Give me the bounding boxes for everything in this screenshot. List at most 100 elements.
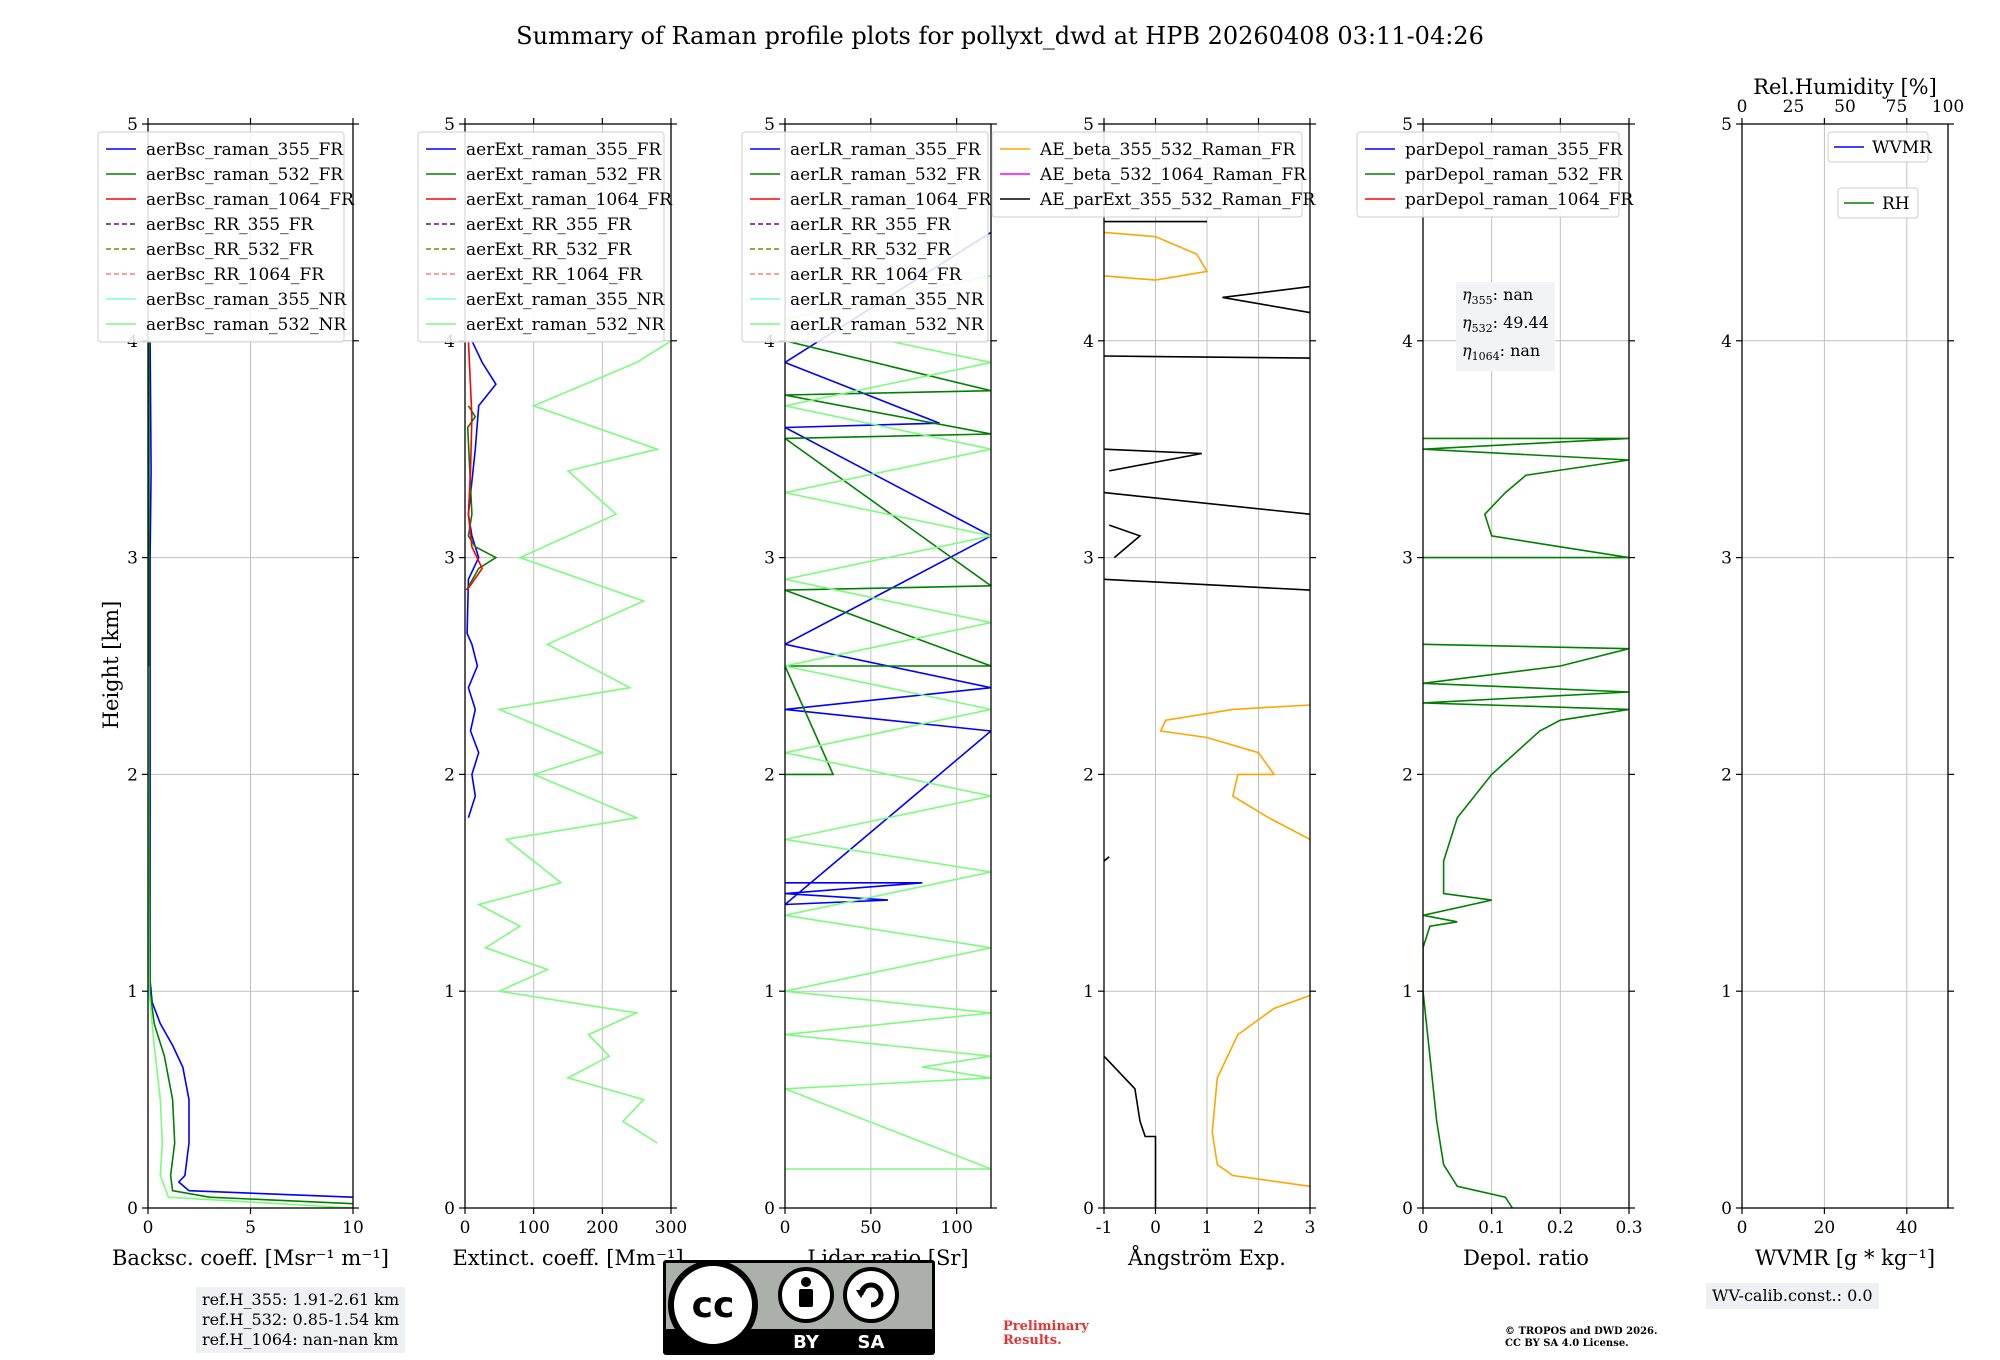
legend-label: AE_beta_355_532_Raman_FR: [1039, 140, 1296, 160]
x-tick-label: 0: [1150, 1218, 1161, 1238]
series-group: [1104, 220, 1310, 1208]
legend-label: aerBsc_raman_1064_FR: [146, 190, 355, 210]
y-tick-label: 0: [127, 1199, 138, 1219]
x-tick-label: 50: [860, 1218, 882, 1238]
series-line-aerLR_raman_532_FR: [785, 340, 991, 776]
legend-label: WVMR: [1872, 138, 1933, 158]
panel-bsc: 0510012345Backsc. coeff. [Msr⁻¹ m⁻¹]aerB…: [97, 115, 389, 1270]
x-tick-label: 0.2: [1547, 1218, 1574, 1238]
wv-calibration-box: WV-calib.const.: 0.0: [1706, 1283, 1879, 1309]
legend-label: aerExt_RR_1064_FR: [466, 265, 643, 285]
legend-label: aerLR_RR_355_FR: [790, 215, 952, 235]
y-tick-label: 3: [127, 549, 138, 569]
series-line-aerBsc_raman_355_FR: [149, 340, 353, 1198]
legend-label: aerLR_RR_532_FR: [790, 240, 952, 260]
legend-label: aerExt_raman_532_NR: [466, 315, 665, 335]
legend-label: aerLR_raman_1064_FR: [790, 190, 992, 210]
x-axis-label: Backsc. coeff. [Msr⁻¹ m⁻¹]: [112, 1246, 389, 1270]
x-tick-label: 3: [1305, 1218, 1316, 1238]
panel-ext: 0100200300012345Extinct. coeff. [Mm⁻¹]ae…: [417, 115, 687, 1270]
x-tick-label: 0: [460, 1218, 471, 1238]
y-tick-label: 5: [1402, 115, 1413, 135]
legend-box: [991, 131, 1303, 218]
y-tick-label: 5: [1721, 115, 1732, 135]
y-tick-label: 2: [444, 765, 455, 785]
legend-label: aerLR_raman_355_FR: [790, 140, 982, 160]
y-tick-label: 0: [764, 1199, 775, 1219]
legend-box: [1827, 131, 1929, 163]
y-tick-label: 1: [127, 982, 138, 1002]
y-tick-label: 3: [444, 549, 455, 569]
y-tick-label: 2: [1083, 765, 1094, 785]
legend-label: aerExt_raman_532_FR: [466, 165, 662, 185]
top-x-tick-label: 25: [1783, 97, 1805, 117]
by-text: BY: [793, 1332, 820, 1353]
y-tick-label: 4: [1721, 332, 1732, 352]
x-tick-label: 0: [143, 1218, 154, 1238]
y-tick-label: 4: [1083, 332, 1094, 352]
legend-label: aerExt_RR_532_FR: [466, 240, 632, 260]
y-tick-label: 0: [1402, 1199, 1413, 1219]
y-tick-label: 1: [764, 982, 775, 1002]
legend-label: RH: [1882, 194, 1910, 214]
x-tick-label: 0: [1737, 1218, 1748, 1238]
legend-box: [97, 131, 345, 343]
x-tick-label: 0: [1418, 1218, 1429, 1238]
legend: aerExt_raman_355_FR aerExt_raman_532_FRae…: [417, 131, 673, 343]
y-axis-label: Height [km]: [99, 601, 123, 730]
legend-label: AE_parExt_355_532_Raman_FR: [1039, 190, 1316, 210]
reference-height-box: ref.H_355: 1.91-2.61 km ref.H_532: 0.85-…: [196, 1287, 406, 1353]
x-tick-label: 100: [517, 1218, 549, 1238]
x-axis-label: Depol. ratio: [1463, 1246, 1589, 1270]
y-tick-label: 2: [1721, 765, 1732, 785]
legend: WVMR RH: [1827, 131, 1933, 219]
legend-label: aerBsc_raman_355_NR: [146, 290, 347, 310]
y-tick-label: 2: [127, 765, 138, 785]
eta-box: η355: nan η532: 49.44 η1064: nan: [1456, 282, 1555, 371]
y-tick-label: 0: [1721, 1199, 1732, 1219]
eta-355: η355: nan: [1462, 285, 1534, 308]
legend-label: aerExt_RR_355_FR: [466, 215, 632, 235]
preliminary-results-note: Preliminary Results.: [1003, 1319, 1089, 1348]
legend-label: parDepol_raman_1064_FR: [1405, 190, 1634, 210]
legend-label: parDepol_raman_532_FR: [1405, 165, 1624, 185]
x-tick-label: 20: [1814, 1218, 1836, 1238]
cc-text: cc: [692, 1285, 735, 1326]
series-line-aerLR_raman_532_NR: [785, 275, 991, 1170]
x-tick-label: 0.3: [1615, 1218, 1642, 1238]
ref-height-355: ref.H_355: 1.91-2.61 km: [202, 1290, 400, 1309]
y-tick-label: 0: [444, 1199, 455, 1219]
panel-lr: 050100012345Lidar ratio [Sr]aerLR_raman_…: [741, 115, 997, 1270]
eta-532: η532: 49.44: [1462, 313, 1549, 336]
axes-frame: [1422, 123, 1630, 1209]
y-tick-label: 2: [764, 765, 775, 785]
top-x-tick-label: 50: [1834, 97, 1856, 117]
copyright-note: © TROPOS and DWD 2026. CC BY SA 4.0 Lice…: [1505, 1326, 1657, 1350]
y-tick-label: 5: [127, 115, 138, 135]
y-tick-label: 3: [1402, 549, 1413, 569]
legend-label: aerExt_raman_355_FR: [466, 140, 662, 160]
x-tick-label: 40: [1896, 1218, 1918, 1238]
x-tick-label: 2: [1253, 1218, 1264, 1238]
copyright-line-1: © TROPOS and DWD 2026.: [1505, 1326, 1658, 1337]
sa-text: SA: [858, 1332, 885, 1353]
x-tick-label: 5: [245, 1218, 256, 1238]
y-tick-label: 5: [1083, 115, 1094, 135]
legend-box: [741, 131, 989, 343]
top-x-tick-label: 0: [1737, 97, 1748, 117]
eta-1064: η1064: nan: [1462, 341, 1541, 364]
y-tick-label: 1: [1721, 982, 1732, 1002]
legend-label: aerBsc_RR_1064_FR: [146, 265, 325, 285]
legend-box: [417, 131, 665, 343]
series-line-aerExt_raman_1064_FR: [466, 340, 484, 591]
panel-wv: 0 20 40 0 1 2 3 4 5 WVMR [g * kg⁻¹] 0 25 50 75 100Rel.…: [1721, 75, 1964, 1270]
legend-label: aerExt_raman_355_NR: [466, 290, 665, 310]
x-axis-label: WVMR [g * kg⁻¹]: [1755, 1246, 1935, 1270]
legend-label: AE_beta_532_1064_Raman_FR: [1039, 165, 1307, 185]
series-line-aerBsc_raman_532_FR: [148, 340, 353, 1205]
legend-label: aerLR_RR_1064_FR: [790, 265, 963, 285]
series-line-parDepol_raman_532_FR: [1423, 437, 1629, 1208]
x-tick-label: 0: [780, 1218, 791, 1238]
